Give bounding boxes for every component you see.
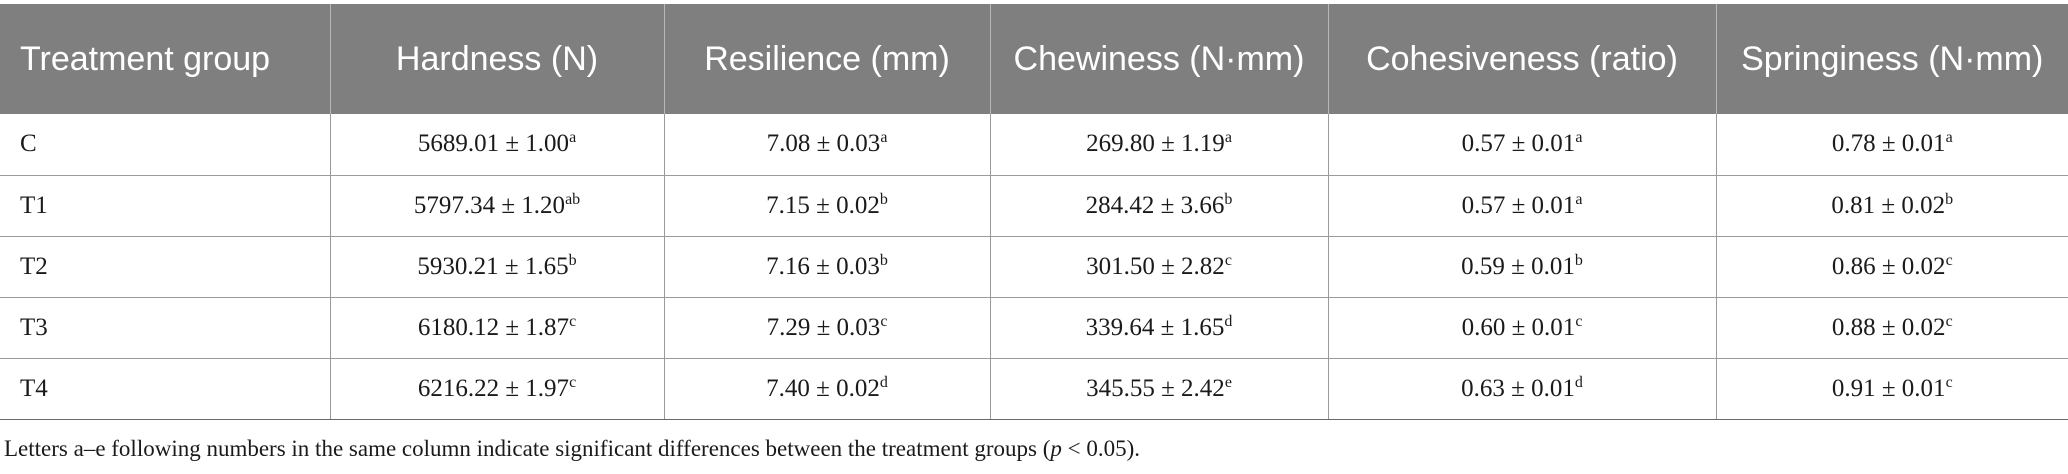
footnote-threshold: < 0.05). <box>1061 436 1141 461</box>
cell-value: 0.60 ± 0.01 <box>1461 313 1576 341</box>
significance-letter: b <box>1945 190 1954 208</box>
cell-value: 7.08 ± 0.03 <box>766 130 881 158</box>
significance-letter: b <box>1224 190 1233 208</box>
cell-value: 0.57 ± 0.01 <box>1461 130 1576 158</box>
cell-value: 339.64 ± 1.65 <box>1085 313 1225 341</box>
cell-value: 5689.01 ± 1.00 <box>417 130 570 158</box>
table-footnote: Letters a–e following numbers in the sam… <box>4 436 1140 462</box>
significance-letter: c <box>569 312 577 330</box>
treatment-group-cell: T2 <box>0 236 330 298</box>
value-cell: 5689.01 ± 1.00a <box>329 114 664 176</box>
cell-value: 7.15 ± 0.02 <box>766 191 880 219</box>
cell-value: 0.63 ± 0.01 <box>1461 374 1575 402</box>
treatment-group-cell: C <box>0 114 330 176</box>
significance-letter: b <box>568 251 577 269</box>
header-row: Treatment group Hardness (N) Resilience … <box>0 4 2068 114</box>
significance-letter: d <box>1224 312 1233 330</box>
cell-value: 0.91 ± 0.01 <box>1831 374 1946 402</box>
cell-value: 0.59 ± 0.01 <box>1461 252 1575 280</box>
significance-letter: c <box>880 312 888 330</box>
cell-value: 6180.12 ± 1.87 <box>417 313 570 341</box>
value-cell: 6216.22 ± 1.97c <box>329 358 664 420</box>
significance-letter: ab <box>565 190 581 208</box>
significance-letter: e <box>1224 373 1232 391</box>
value-cell: 0.88 ± 0.02c <box>1715 297 2068 359</box>
value-cell: 0.57 ± 0.01a <box>1327 114 1716 176</box>
treatment-group-cell: T3 <box>0 297 330 359</box>
significance-letter: c <box>1945 312 1953 330</box>
table-row: T4 6216.22 ± 1.97c 7.40 ± 0.02d 345.55 ± 2.… <box>0 358 2068 420</box>
table-row: C 5689.01 ± 1.00a 7.08 ± 0.03a 269.80 ± 1.1… <box>0 114 2068 176</box>
significance-letter: c <box>1945 373 1953 391</box>
significance-letter: d <box>1574 373 1583 391</box>
cell-value: 7.16 ± 0.03 <box>766 252 880 280</box>
significance-letter: c <box>1575 312 1583 330</box>
cell-value: 284.42 ± 3.66 <box>1085 191 1225 219</box>
value-cell: 284.42 ± 3.66b <box>989 175 1328 237</box>
value-cell: 0.57 ± 0.01a <box>1327 175 1716 237</box>
cell-value: 0.88 ± 0.02 <box>1831 313 1946 341</box>
significance-letter: b <box>879 251 888 269</box>
value-cell: 0.59 ± 0.01b <box>1327 236 1716 298</box>
significance-letter: a <box>1575 190 1583 208</box>
value-cell: 269.80 ± 1.19a <box>989 114 1328 176</box>
significance-letter: a <box>1224 129 1232 147</box>
value-cell: 0.60 ± 0.01c <box>1327 297 1716 359</box>
cell-value: 5797.34 ± 1.20 <box>413 191 566 219</box>
footnote-text: Letters a–e following numbers in the sam… <box>4 436 1051 461</box>
value-cell: 5930.21 ± 1.65b <box>329 236 664 298</box>
value-cell: 345.55 ± 2.42e <box>989 358 1328 420</box>
significance-letter: a <box>1945 129 1953 147</box>
value-cell: 5797.34 ± 1.20ab <box>329 175 664 237</box>
cell-value: 0.78 ± 0.01 <box>1831 130 1946 158</box>
cell-value: 5930.21 ± 1.65 <box>417 252 569 280</box>
value-cell: 301.50 ± 2.82c <box>989 236 1328 298</box>
col-header-treatment-group: Treatment group <box>0 4 330 114</box>
cell-value: 7.29 ± 0.03 <box>766 313 881 341</box>
cell-value: 7.40 ± 0.02 <box>766 374 880 402</box>
treatment-group-cell: T4 <box>0 358 330 420</box>
significance-letter: a <box>880 129 888 147</box>
col-header-chewiness: Chewiness (N·mm) <box>989 4 1328 114</box>
table-row: T2 5930.21 ± 1.65b 7.16 ± 0.03b 301.50 ± 2.… <box>0 236 2068 298</box>
cell-value: 0.57 ± 0.01 <box>1461 191 1576 219</box>
cell-value: 345.55 ± 2.42 <box>1086 374 1225 402</box>
cell-value: 0.86 ± 0.02 <box>1831 252 1946 280</box>
col-header-cohesiveness: Cohesiveness (ratio) <box>1327 4 1716 114</box>
table-row: T1 5797.34 ± 1.20ab 7.15 ± 0.02b 284.42 ± 3… <box>0 175 2068 237</box>
table-row: T3 6180.12 ± 1.87c 7.29 ± 0.03c 339.64 ± 1.… <box>0 297 2068 359</box>
significance-letter: c <box>1945 251 1953 269</box>
cell-value: 301.50 ± 2.82 <box>1086 252 1225 280</box>
value-cell: 7.16 ± 0.03b <box>663 236 990 298</box>
cell-value: 269.80 ± 1.19 <box>1086 130 1225 158</box>
cell-value: 6216.22 ± 1.97 <box>417 374 570 402</box>
value-cell: 7.40 ± 0.02d <box>663 358 990 420</box>
significance-letter: d <box>879 373 888 391</box>
value-cell: 0.86 ± 0.02c <box>1715 236 2068 298</box>
col-header-springiness: Springiness (N·mm) <box>1715 4 2068 114</box>
significance-letter: b <box>1574 251 1583 269</box>
footnote-p-symbol: p <box>1050 436 1062 461</box>
significance-letter: a <box>1575 129 1583 147</box>
value-cell: 7.15 ± 0.02b <box>663 175 990 237</box>
treatment-group-cell: T1 <box>0 175 330 237</box>
value-cell: 0.91 ± 0.01c <box>1715 358 2068 420</box>
value-cell: 0.78 ± 0.01a <box>1715 114 2068 176</box>
significance-letter: c <box>569 373 577 391</box>
value-cell: 6180.12 ± 1.87c <box>329 297 664 359</box>
value-cell: 339.64 ± 1.65d <box>989 297 1328 359</box>
col-header-hardness: Hardness (N) <box>329 4 664 114</box>
value-cell: 0.63 ± 0.01d <box>1327 358 1716 420</box>
significance-letter: b <box>879 190 888 208</box>
significance-letter: c <box>1224 251 1232 269</box>
col-header-resilience: Resilience (mm) <box>663 4 990 114</box>
results-table: Treatment group Hardness (N) Resilience … <box>0 4 2068 420</box>
value-cell: 7.08 ± 0.03a <box>663 114 990 176</box>
value-cell: 0.81 ± 0.02b <box>1715 175 2068 237</box>
value-cell: 7.29 ± 0.03c <box>663 297 990 359</box>
cell-value: 0.81 ± 0.02 <box>1831 191 1946 219</box>
significance-letter: a <box>569 129 577 147</box>
